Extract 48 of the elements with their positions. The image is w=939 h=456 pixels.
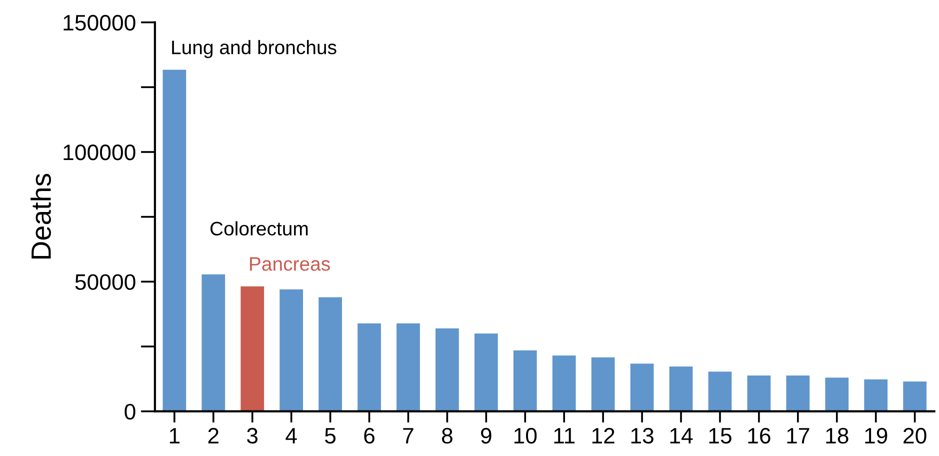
x-tick-label: 6 (364, 428, 374, 444)
bar (280, 289, 304, 412)
bar (747, 376, 771, 412)
bar (358, 323, 381, 412)
bar (240, 286, 264, 412)
y-tick-label: 50000 (75, 274, 136, 290)
x-tick-label: 7 (403, 428, 414, 444)
bar (202, 274, 226, 412)
y-axis-title: Deaths (30, 174, 51, 259)
bar (162, 70, 186, 412)
x-tick-label: 16 (748, 428, 770, 444)
y-tick-label: 100000 (64, 144, 136, 160)
bar (513, 350, 537, 412)
x-tick-label: 18 (826, 428, 848, 444)
bar (864, 379, 888, 412)
x-tick-label: 19 (865, 428, 888, 444)
annotation: Lung and bronchus (172, 40, 336, 58)
annotation: Pancreas (250, 257, 330, 271)
x-tick-label: 9 (481, 428, 492, 444)
bar (669, 366, 693, 412)
x-tick-label: 5 (325, 428, 336, 444)
bar (786, 376, 810, 412)
bar (591, 357, 615, 412)
x-tick-label: 11 (554, 428, 575, 444)
x-tick-label: 14 (670, 428, 693, 444)
bar (825, 378, 849, 412)
x-tick-label: 3 (247, 428, 258, 444)
x-tick-label: 15 (709, 428, 732, 444)
bar (318, 297, 342, 412)
x-tick-label: 10 (514, 428, 537, 444)
x-tick-label: 20 (904, 428, 926, 444)
x-tick-label: 13 (631, 428, 654, 444)
bar (552, 356, 576, 412)
bar (903, 381, 927, 412)
x-tick-label: 8 (442, 428, 452, 444)
y-tick-label: 150000 (64, 14, 136, 31)
bar (630, 364, 654, 412)
x-tick-label: 4 (286, 428, 297, 444)
x-tick-label: 17 (787, 428, 810, 444)
x-tick-label: 1 (170, 428, 180, 444)
y-tick-label: 0 (124, 404, 136, 420)
bar (708, 372, 732, 412)
bar (436, 328, 459, 412)
x-tick-label: 2 (208, 428, 218, 444)
bar (396, 323, 420, 412)
annotation: Colorectum (210, 221, 308, 236)
bar (474, 334, 498, 412)
x-tick-label: 12 (592, 428, 614, 444)
